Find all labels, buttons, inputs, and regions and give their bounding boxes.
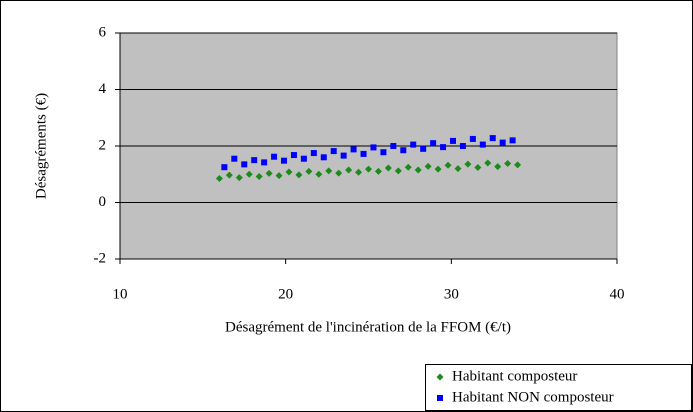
y-tick-label: -2 — [94, 250, 107, 266]
point — [275, 172, 283, 180]
point — [404, 163, 412, 171]
point — [444, 161, 452, 169]
point — [330, 148, 337, 155]
point — [509, 137, 516, 144]
point — [221, 164, 228, 171]
point — [494, 163, 502, 171]
point — [290, 152, 297, 159]
point — [474, 163, 482, 171]
point — [400, 147, 407, 154]
point — [454, 165, 462, 173]
point — [251, 157, 258, 164]
legend-label: Habitant NON composteur — [452, 389, 614, 405]
point — [440, 144, 447, 151]
point — [469, 135, 476, 142]
point — [380, 149, 387, 156]
point — [295, 171, 303, 179]
point — [285, 168, 293, 176]
point — [335, 169, 343, 177]
point — [255, 173, 263, 181]
x-tick-label: 40 — [610, 286, 625, 302]
point — [215, 174, 223, 182]
point — [325, 167, 333, 175]
point — [424, 162, 432, 170]
point — [300, 155, 307, 162]
point — [245, 170, 253, 178]
point — [420, 145, 427, 152]
point — [410, 141, 417, 148]
point — [265, 169, 273, 177]
point — [374, 167, 382, 175]
y-tick-label: 2 — [99, 137, 107, 153]
point — [459, 143, 466, 149]
point — [479, 141, 486, 148]
point — [271, 153, 278, 160]
point — [514, 161, 522, 169]
point — [235, 174, 243, 182]
legend-marker — [436, 373, 444, 381]
point — [315, 170, 323, 178]
point — [430, 140, 437, 147]
point — [360, 150, 367, 157]
point — [489, 135, 496, 142]
point — [370, 144, 377, 151]
point — [390, 143, 397, 149]
point — [241, 161, 248, 168]
point — [499, 139, 506, 146]
point — [384, 164, 392, 172]
y-tick-label: 4 — [99, 81, 107, 97]
point — [504, 160, 512, 168]
point — [365, 165, 372, 173]
point — [350, 146, 357, 153]
y-tick-label: 6 — [99, 24, 107, 40]
x-tick-label: 30 — [444, 286, 459, 302]
point — [305, 167, 313, 175]
x-tick-label: 10 — [113, 286, 128, 302]
x-tick-label: 20 — [278, 286, 293, 302]
point — [449, 137, 456, 144]
point — [345, 166, 353, 174]
legend-box — [425, 364, 692, 411]
point — [310, 150, 317, 157]
point — [434, 165, 442, 173]
y-tick-label: 0 — [99, 194, 107, 210]
point — [231, 155, 238, 162]
y-axis-title: Désagréments (€) — [33, 93, 49, 199]
point — [464, 160, 472, 168]
point — [484, 159, 492, 167]
point — [320, 154, 327, 161]
point — [225, 171, 233, 179]
legend-label: Habitant composteur — [452, 368, 577, 384]
point — [261, 159, 268, 166]
point — [394, 167, 402, 175]
x-axis-title: Désagrément de l'incinération de la FFOM… — [225, 319, 511, 335]
point — [355, 168, 363, 176]
point — [414, 166, 422, 174]
point — [340, 152, 347, 159]
point — [281, 157, 288, 164]
legend-marker — [437, 395, 443, 401]
